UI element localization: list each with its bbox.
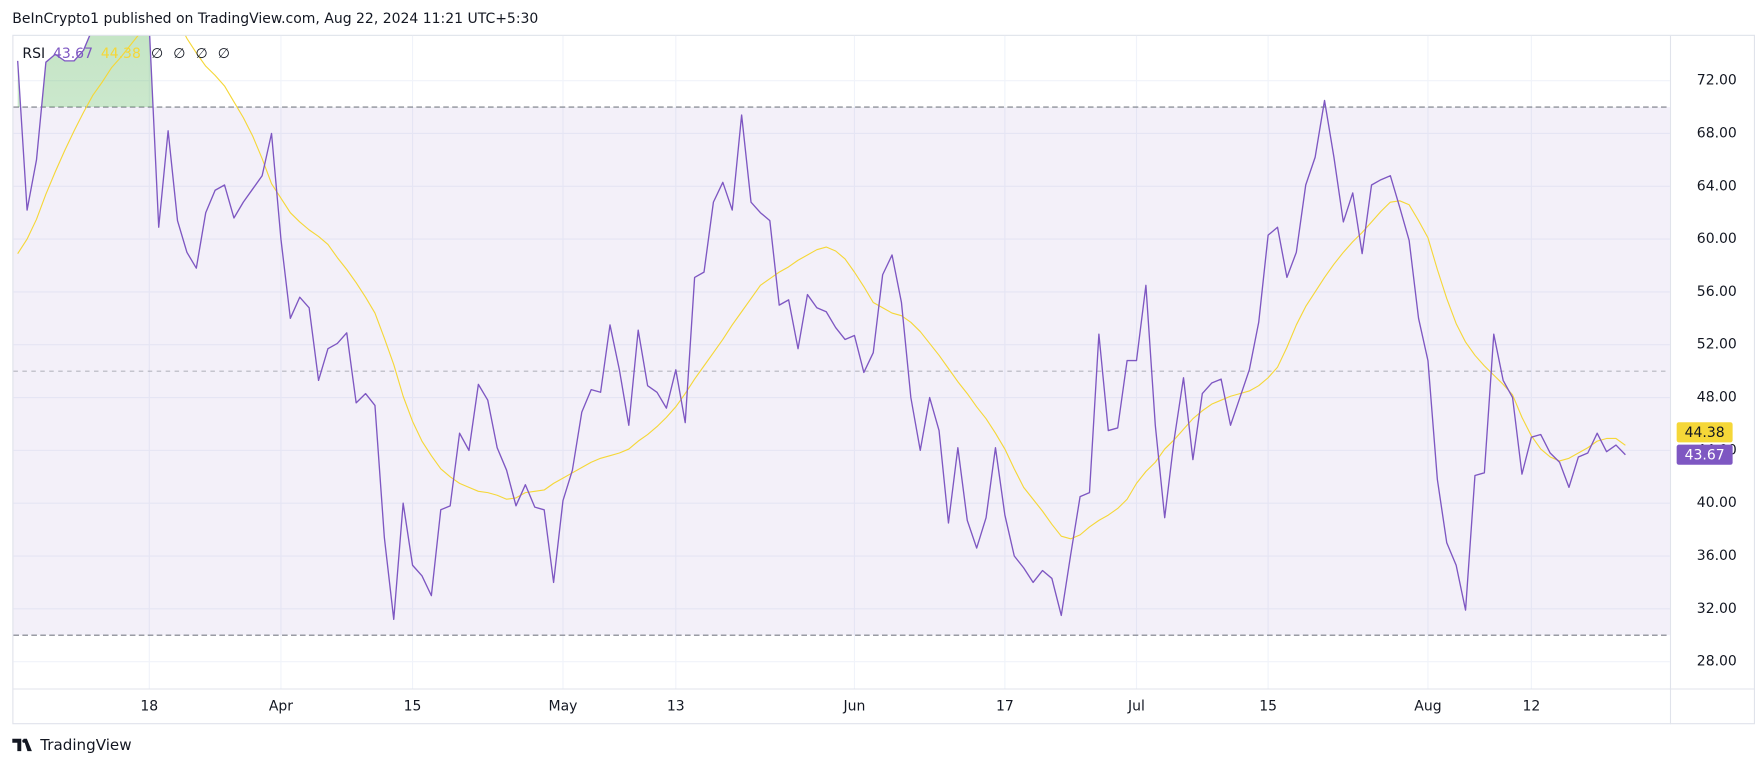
legend: RSI 43.67 44.38 ∅ ∅ ∅ ∅ (22, 46, 230, 62)
x-tick-label: Jul (1127, 698, 1145, 714)
x-tick-label: Apr (269, 698, 293, 714)
y-tick-label: 72.00 (1697, 73, 1737, 89)
y-tick-label: 64.00 (1697, 178, 1737, 194)
x-tick-label: 15 (404, 698, 422, 714)
legend-item: ∅ (151, 46, 163, 62)
footer-logo (12, 738, 32, 752)
x-tick-label: May (549, 698, 578, 714)
legend-item: 43.67 (53, 46, 93, 62)
plot (17, 35, 1626, 621)
axes: 28.0032.0036.0040.0044.0048.0052.0056.00… (140, 73, 1736, 715)
legend-item: ∅ (195, 46, 207, 62)
overbought-fill (17, 35, 1326, 108)
x-tick-label: 12 (1522, 698, 1540, 714)
x-tick-label: 13 (667, 698, 685, 714)
y-tick-label: 48.00 (1697, 390, 1737, 406)
series-line (17, 35, 1626, 621)
y-tick-label: 40.00 (1697, 495, 1737, 511)
x-tick-label: 17 (996, 698, 1014, 714)
last-value-label: 43.67 (1685, 447, 1725, 463)
y-tick-label: 32.00 (1697, 601, 1737, 617)
legend-item: ∅ (173, 46, 185, 62)
legend-item: ∅ (218, 46, 230, 62)
y-tick-label: 56.00 (1697, 284, 1737, 300)
x-tick-label: Aug (1414, 698, 1441, 714)
last-value-label: 44.38 (1685, 425, 1725, 441)
legend-item: RSI (22, 46, 45, 62)
band (13, 106, 1670, 636)
footer: TradingView (39, 736, 131, 754)
x-tick-label: 15 (1259, 698, 1277, 714)
last-value-box (1676, 444, 1733, 465)
y-tick-label: 52.00 (1697, 337, 1737, 353)
last-value-box (1676, 422, 1733, 443)
y-tick-label: 28.00 (1697, 654, 1737, 670)
frame (12, 34, 1755, 725)
y-tick-label: 60.00 (1697, 231, 1737, 247)
grid (13, 35, 1670, 689)
x-tick-label: 18 (140, 698, 158, 714)
y-tick-label: 36.00 (1697, 548, 1737, 564)
header: BeInCrypto1 published on TradingView.com… (12, 11, 538, 27)
series-line (17, 35, 1626, 540)
legend-item: 44.38 (101, 46, 141, 62)
x-tick-label: Jun (843, 698, 866, 714)
y-tick-label: 68.00 (1697, 125, 1737, 141)
